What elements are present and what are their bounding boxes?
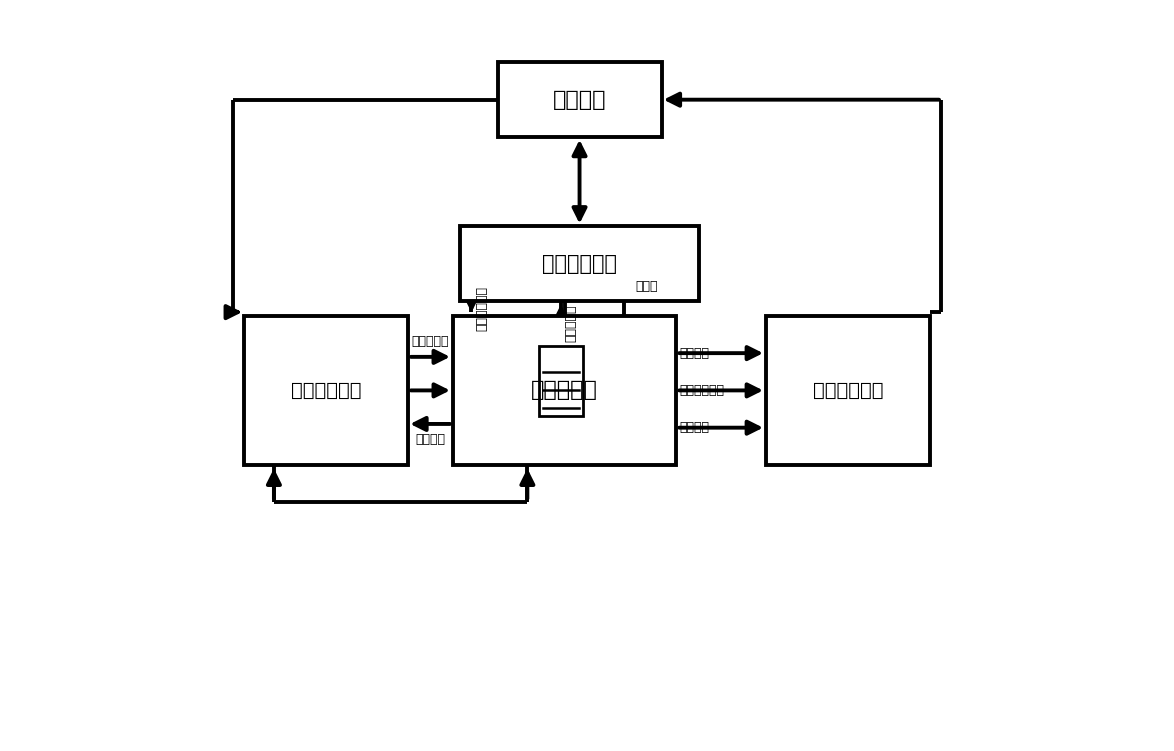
Text: 物料供给系统: 物料供给系统 bbox=[291, 381, 362, 400]
FancyBboxPatch shape bbox=[765, 316, 930, 465]
FancyBboxPatch shape bbox=[539, 345, 583, 417]
Text: 露点温度采集: 露点温度采集 bbox=[475, 286, 488, 331]
Text: 燃料电池堆: 燃料电池堆 bbox=[531, 381, 598, 400]
Text: 温度控制系统: 温度控制系统 bbox=[542, 254, 618, 273]
Text: 软件系统: 软件系统 bbox=[553, 89, 606, 110]
FancyBboxPatch shape bbox=[460, 226, 699, 301]
FancyBboxPatch shape bbox=[453, 316, 676, 465]
Text: 生物质燃料: 生物质燃料 bbox=[412, 335, 450, 348]
Text: 电子测试系统: 电子测试系统 bbox=[812, 381, 883, 400]
Text: 负载测试: 负载测试 bbox=[680, 347, 709, 360]
Text: 交流阻抗: 交流阻抗 bbox=[680, 421, 709, 434]
Text: 薄膜电阻测定: 薄膜电阻测定 bbox=[680, 384, 724, 397]
FancyBboxPatch shape bbox=[498, 62, 661, 137]
Text: 加热器: 加热器 bbox=[635, 279, 657, 293]
FancyBboxPatch shape bbox=[244, 316, 409, 465]
Text: 冷却水循环: 冷却水循环 bbox=[564, 305, 576, 342]
Text: 反应气体: 反应气体 bbox=[416, 433, 445, 446]
